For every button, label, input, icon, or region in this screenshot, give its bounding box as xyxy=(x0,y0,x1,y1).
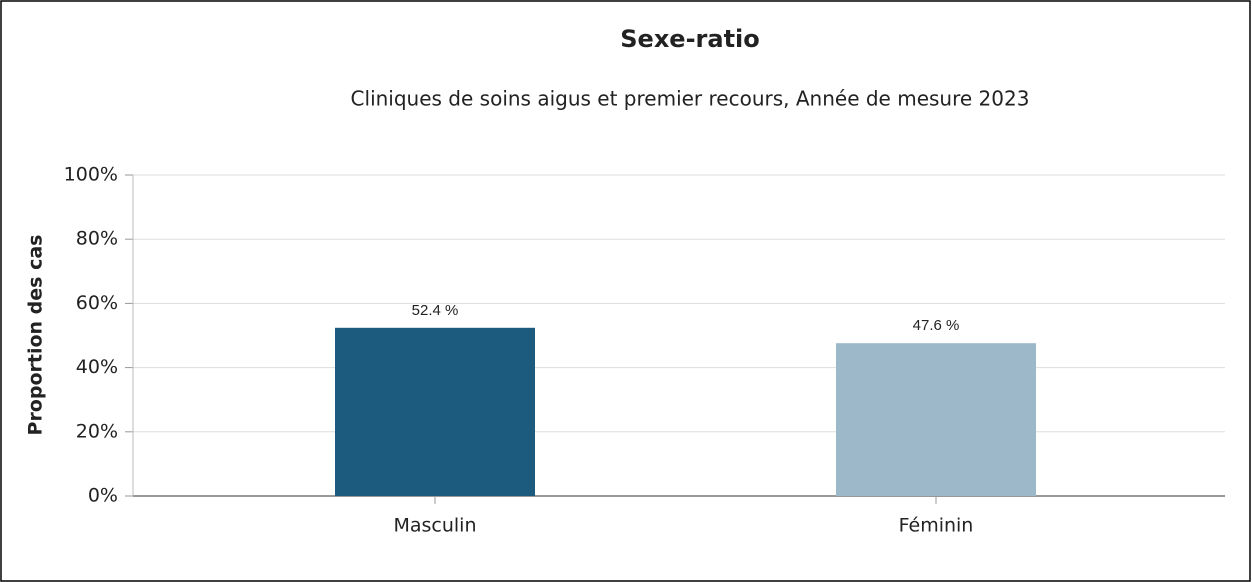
bar xyxy=(335,327,535,496)
y-tick-label: 40% xyxy=(76,356,118,378)
x-tick-label: Féminin xyxy=(899,515,974,537)
chart-subtitle: Cliniques de soins aigus et premier reco… xyxy=(351,87,1030,111)
y-tick-label: 0% xyxy=(88,485,118,507)
value-label: 47.6 % xyxy=(913,317,960,334)
y-tick-label: 80% xyxy=(76,228,118,250)
value-label: 52.4 % xyxy=(412,302,459,319)
y-tick-label: 20% xyxy=(76,420,118,442)
y-tick-label: 60% xyxy=(76,292,118,314)
y-axis-label: Proportion des cas xyxy=(25,235,47,436)
x-tick-label: Masculin xyxy=(393,515,476,537)
bar xyxy=(836,343,1036,496)
chart-title: Sexe-ratio xyxy=(620,25,760,53)
y-tick-label: 100% xyxy=(64,164,118,186)
